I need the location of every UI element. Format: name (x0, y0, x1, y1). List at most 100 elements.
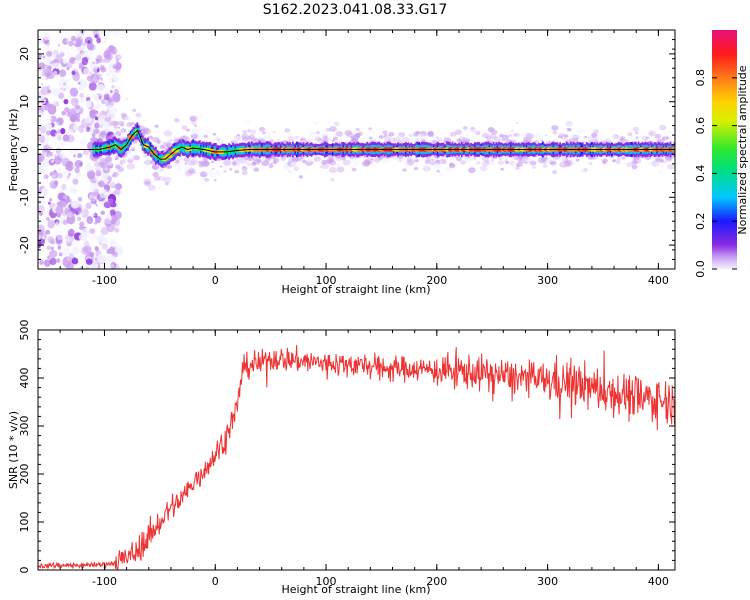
heatmap-noise-cell (79, 50, 85, 56)
heatmap-halo-cell (112, 120, 120, 127)
heatmap-noise-cell (93, 212, 98, 219)
heatmap-noise-cell (66, 66, 70, 71)
heatmap-noise-cell (42, 55, 46, 59)
heatmap-halo-cell (327, 121, 331, 124)
heatmap-halo-cell (624, 156, 630, 160)
bottom-ticks: -100 0 100 200 300 400 0 100 200 300 400 500 (18, 320, 675, 588)
heatmap-noise-cell (64, 207, 71, 216)
heatmap-halo-cell (285, 137, 290, 141)
heatmap-noise-cell (103, 177, 109, 184)
heatmap-halo-cell (104, 116, 112, 122)
heatmap-halo-cell (665, 136, 670, 140)
heatmap-noise-cell (67, 108, 77, 119)
heatmap-halo-cell (540, 139, 544, 142)
heatmap-halo-cell (187, 160, 196, 167)
heatmap-noise-cell (74, 59, 80, 65)
heatmap-halo-cell (189, 115, 198, 122)
heatmap-noise-cell (54, 154, 58, 159)
heatmap-halo-cell (465, 156, 473, 163)
heatmap-noise-cell (66, 191, 70, 195)
heatmap-halo-cell (282, 161, 287, 165)
colorbar-ticks: 0.0 0.2 0.4 0.6 0.8 (694, 69, 737, 278)
heatmap-noise-cell (69, 150, 73, 154)
heatmap-noise-cell (54, 62, 61, 69)
heatmap-noise-cell (38, 127, 41, 130)
heatmap-noise-cell (92, 212, 96, 217)
heatmap-halo-cell (412, 132, 419, 137)
snr-line (38, 344, 675, 570)
heatmap-noise-cell (58, 216, 65, 223)
heatmap-noise-cell (40, 86, 50, 96)
heatmap-halo-cell (186, 120, 191, 124)
heatmap-halo-cell (661, 136, 669, 141)
heatmap-halo-cell (612, 159, 617, 163)
heatmap-noise-cell (59, 200, 66, 207)
heatmap-halo-cell (335, 130, 344, 137)
heatmap-noise-cell (83, 245, 92, 254)
heatmap-noise-cell (87, 40, 91, 43)
heatmap-halo-cell (260, 157, 264, 161)
heatmap-halo-cell (198, 163, 204, 168)
heatmap-noise-cell (108, 77, 114, 82)
heatmap-noise-cell (39, 97, 47, 105)
heatmap-noise-cell (88, 251, 95, 258)
heatmap-halo-cell (186, 128, 191, 132)
heatmap-halo-cell (494, 136, 502, 143)
heatmap-halo-cell (212, 132, 217, 136)
heatmap-halo-cell (470, 126, 475, 130)
heatmap-noise-cell (51, 88, 60, 97)
heatmap-halo-cell (666, 163, 675, 170)
heatmap-halo-cell (481, 156, 489, 162)
heatmap-halo-cell (113, 126, 117, 129)
top-x-tick-label: -100 (92, 274, 117, 287)
heatmap-halo-cell (154, 176, 161, 181)
heatmap-noise-cell (78, 86, 83, 91)
heatmap-halo-cell (427, 131, 435, 137)
heatmap-noise-cell (43, 259, 52, 267)
heatmap-halo-cell (223, 170, 227, 173)
heatmap-noise-cell (80, 208, 89, 219)
heatmap-noise-cell (60, 59, 64, 63)
heatmap-halo-cell (219, 165, 223, 168)
heatmap-noise-cell (73, 154, 76, 158)
heatmap-noise-cell (45, 40, 51, 47)
heatmap-halo-cell (172, 136, 176, 139)
heatmap-noise-cell (107, 198, 114, 205)
heatmap-halo-cell (357, 131, 364, 136)
heatmap-halo-cell (322, 138, 328, 142)
heatmap-halo-cell (373, 157, 381, 163)
heatmap-noise-cell (114, 62, 122, 70)
heatmap-halo-cell (422, 165, 431, 172)
heatmap-halo-cell (504, 158, 509, 163)
heatmap-halo-cell (520, 132, 527, 138)
heatmap-noise-cell (58, 151, 66, 159)
heatmap-halo-cell (631, 164, 638, 170)
heatmap-halo-cell (436, 160, 440, 164)
heatmap-noise-cell (77, 36, 84, 44)
bottom-x-tick-label: 0 (212, 575, 219, 588)
heatmap-halo-cell (551, 160, 557, 165)
heatmap-halo-cell (146, 163, 153, 169)
colorbar-tick-label: 0.2 (694, 212, 707, 230)
bottom-x-tick-label: 100 (316, 575, 337, 588)
heatmap-halo-cell (462, 127, 468, 132)
heatmap-halo-cell (489, 133, 497, 140)
heatmap-halo-cell (276, 138, 280, 142)
heatmap-halo-cell (333, 121, 340, 126)
heatmap-halo-cell (301, 159, 307, 164)
heatmap-halo-cell (294, 135, 300, 140)
heatmap-noise-cell (112, 63, 117, 69)
heatmap-noise-cell (96, 254, 106, 264)
heatmap-noise-cell (79, 136, 89, 147)
heatmap-halo-cell (624, 139, 629, 143)
heatmap-noise-cell (94, 103, 99, 109)
bottom-x-tick-label: -100 (92, 575, 117, 588)
heatmap-halo-cell (460, 160, 467, 165)
heatmap-halo-cell (354, 161, 360, 166)
heatmap-noise-cell (102, 36, 108, 43)
top-y-tick-label: -10 (18, 188, 31, 206)
heatmap-halo-cell (107, 121, 113, 126)
heatmap-halo-cell (313, 156, 321, 162)
heatmap-noise-cell (109, 59, 118, 67)
heatmap-noise-cell (81, 227, 89, 236)
